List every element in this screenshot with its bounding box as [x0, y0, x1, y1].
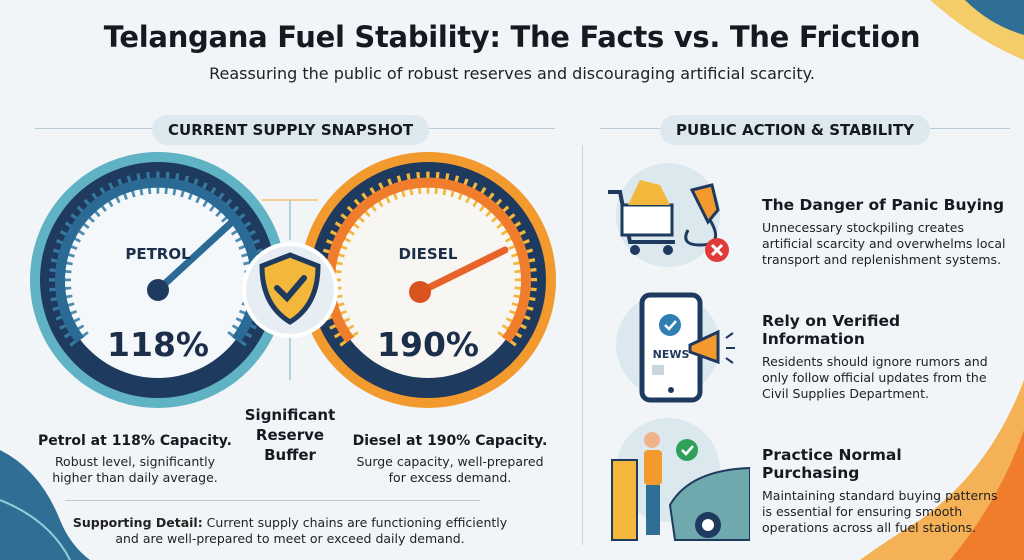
petrol-label: PETROL	[125, 245, 191, 263]
diesel-caption: Diesel at 190% Capacity.	[352, 433, 548, 449]
petrol-caption: Petrol at 118% Capacity.	[38, 433, 232, 449]
item-title: Practice Normal Purchasing	[762, 446, 902, 482]
item-body: Unnecessary stockpiling creates artificia…	[762, 220, 1006, 267]
supporting-detail: Supporting Detail: Current supply chains…	[72, 515, 508, 546]
page-subtitle: Reassuring the public of robust reserves…	[209, 64, 815, 83]
gauges	[30, 152, 556, 408]
shield-check-icon	[242, 242, 338, 338]
divider	[65, 500, 480, 501]
diesel-gauge	[300, 152, 556, 408]
reserve-buffer-label: Significant Reserve Buffer	[244, 406, 336, 464]
item-body: Residents should ignore rumors and only f…	[762, 354, 988, 401]
diesel-value: 190%	[377, 325, 479, 364]
diesel-detail: Surge capacity, well-prepared for excess …	[356, 454, 544, 485]
petrol-gauge	[30, 152, 286, 408]
item-title: Rely on Verified Information	[762, 312, 901, 348]
phone-news-megaphone-icon: NEWS	[616, 292, 735, 403]
petrol-value: 118%	[107, 325, 209, 364]
item-title: The Danger of Panic Buying	[762, 196, 1005, 214]
diesel-label: DIESEL	[398, 245, 458, 263]
action-item-verified-info: Rely on Verified Information Residents sh…	[762, 312, 1022, 402]
section-label-supply: CURRENT SUPPLY SNAPSHOT	[152, 115, 430, 145]
section-label-action: PUBLIC ACTION & STABILITY	[660, 115, 930, 145]
person-fueling-car-icon	[611, 418, 750, 541]
item-body: Maintaining standard buying patterns is e…	[762, 488, 998, 535]
shopping-cart-fuel-nozzle-icon	[608, 163, 729, 267]
vertical-divider	[582, 145, 583, 545]
petrol-detail: Robust level, significantly higher than d…	[52, 454, 218, 485]
news-badge: NEWS	[653, 348, 690, 361]
action-icons: NEWS	[608, 163, 750, 541]
page-title: Telangana Fuel Stability: The Facts vs. …	[103, 20, 921, 54]
action-item-panic-buying: The Danger of Panic Buying Unnecessary s…	[762, 196, 1022, 268]
action-item-normal-purchasing: Practice Normal Purchasing Maintaining st…	[762, 446, 1022, 536]
